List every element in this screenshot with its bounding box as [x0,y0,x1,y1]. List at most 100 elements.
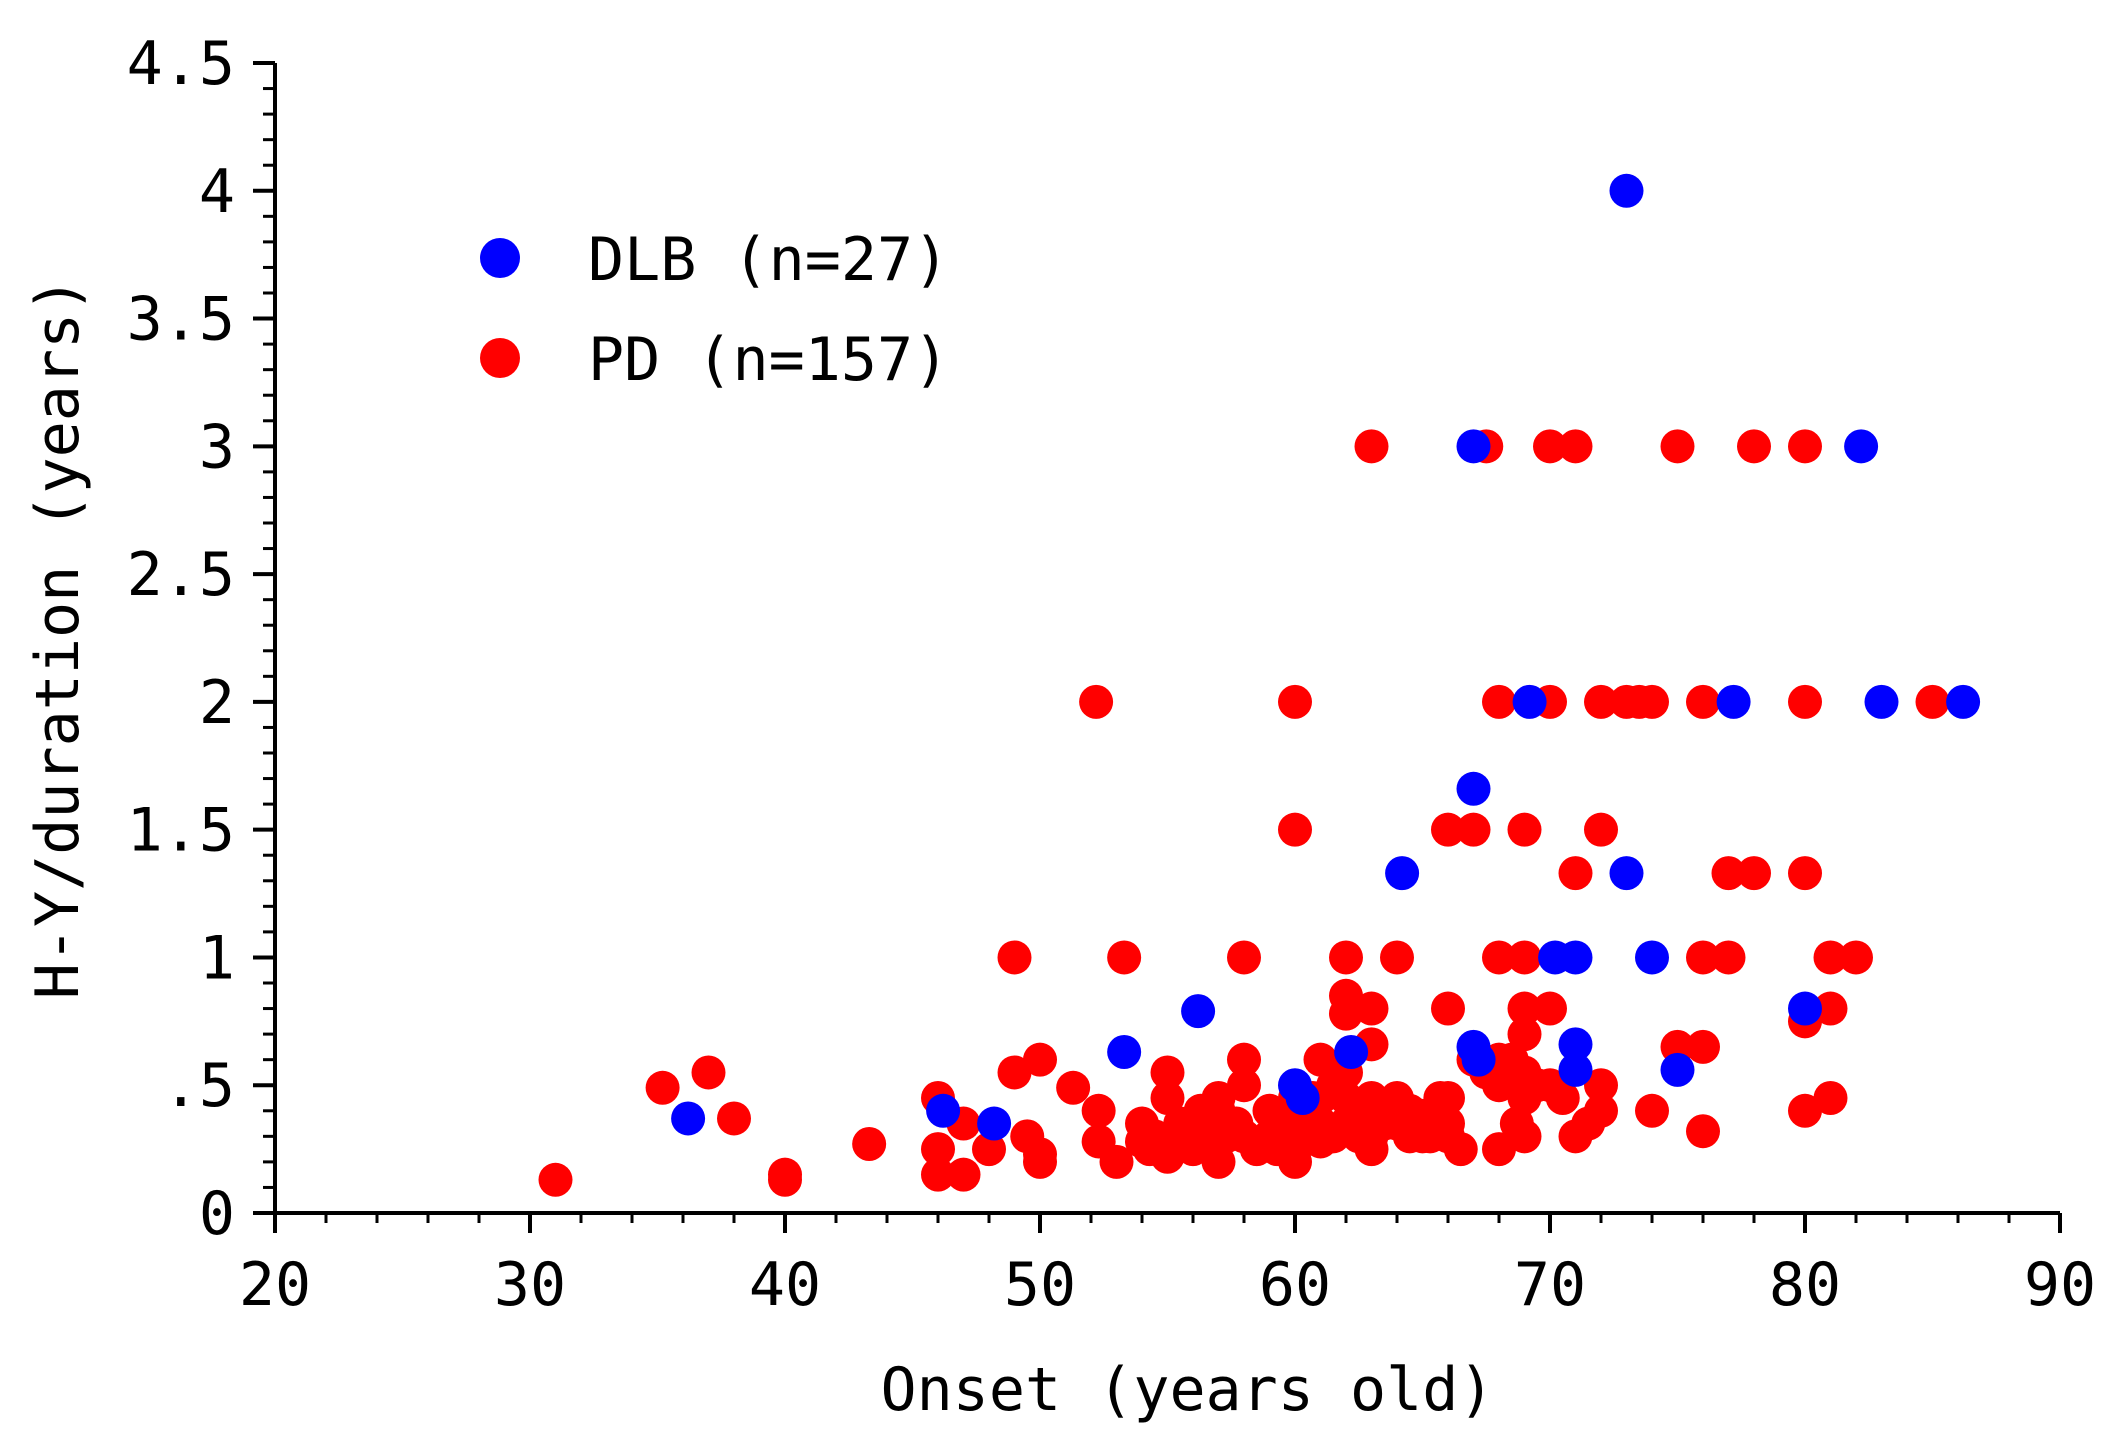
pd-point [1329,940,1363,975]
pd-point [1354,991,1389,1026]
y-tick-label: .5 [163,1051,235,1121]
pd-point [717,1101,751,1136]
x-axis-title: Onset (years old) [880,1355,1494,1425]
pd-point [1482,1132,1516,1167]
pd-point [1278,1144,1312,1179]
pd-point [1660,429,1695,464]
dlb-point [1558,940,1593,975]
pd-point [1168,1119,1203,1154]
x-tick-label: 20 [239,1250,311,1320]
dlb-point [1385,856,1420,891]
pd-point [1813,991,1848,1026]
data-points [538,173,1981,1197]
pd-point [768,1162,802,1197]
pd-point [1244,1124,1279,1159]
dlb-point [1558,1027,1593,1062]
dlb-point [1635,940,1669,975]
y-tick-label: 2.5 [127,540,235,610]
pd-point [1788,684,1822,719]
dlb-point [1558,1052,1593,1087]
pd-point [691,1055,726,1090]
pd-point [1201,1144,1236,1179]
pd-point [1558,856,1593,891]
pd-point [1584,812,1618,847]
pd-point [1354,429,1389,464]
pd-point [1278,684,1312,719]
pd-point [1788,429,1822,464]
pd-point [1788,1093,1822,1128]
y-tick-label: 2 [199,668,235,738]
pd-point [1499,1106,1534,1141]
dlb-point [1334,1035,1369,1069]
pd-point [1132,1132,1167,1167]
pd-point [852,1127,887,1161]
y-tick-label: 0 [199,1179,235,1249]
dlb-point [671,1101,706,1136]
pd-point [1423,1081,1458,1115]
y-tick-label: 1 [199,923,235,993]
pd-point [997,1055,1032,1090]
dlb-point [1609,173,1644,208]
dlb-point [1512,684,1547,719]
pd-point [1081,1093,1116,1128]
pd-point [1372,1093,1407,1128]
pd-point [1183,1093,1218,1128]
y-tick-label: 4.5 [127,29,235,99]
dlb-point [1456,771,1491,806]
pd-point [1227,1042,1261,1077]
pd-point [1711,856,1746,891]
pd-point [1635,1093,1669,1128]
pd-point [972,1132,1006,1167]
pd-point [1023,1137,1057,1172]
dlb-point [1844,429,1879,464]
pd-point [1686,1114,1720,1149]
pd-point [1329,996,1363,1031]
x-tick-label: 40 [749,1250,821,1320]
dlb-point [1660,1052,1695,1087]
pd-point [1227,1068,1261,1103]
x-tick-label: 90 [2024,1250,2096,1320]
pd-point [1482,684,1516,719]
pd-point [538,1162,573,1197]
pd-point [1303,1042,1338,1077]
legend-label: DLB (n=27) [588,225,949,295]
x-tick-label: 50 [1004,1250,1076,1320]
dlb-point [1285,1081,1320,1115]
legend-label: PD (n=157) [588,325,949,395]
pd-point [1056,1070,1091,1105]
dlb-point [1461,1042,1496,1077]
legend: DLB (n=27) PD (n=157) [480,225,949,395]
pd-point [1079,684,1114,719]
dlb-point [926,1093,961,1128]
y-tick-label: 1.5 [127,796,235,866]
pd-point [946,1157,981,1192]
dlb-point [1946,684,1981,719]
pd-point [1839,940,1873,975]
pd-point [1507,1017,1542,1052]
y-axis-title: H-Y/duration (years) [23,277,93,999]
pd-point [1413,1119,1448,1154]
pd-point [1584,684,1618,719]
pd-point [1533,429,1567,464]
pd-point [1533,991,1567,1026]
pd-point [921,1157,955,1192]
pd-point [1380,940,1414,975]
x-tick-label: 60 [1259,1250,1331,1320]
y-tick-label: 3.5 [127,285,235,355]
dlb-point [1716,684,1751,719]
pd-point [997,940,1032,975]
pd-point [1686,684,1720,719]
pd-point [1150,1081,1185,1115]
dlb-point [1107,1035,1142,1069]
axes: 20 30 40 50 60 70 80 90 0 .5 1 1.5 2 2.5 3 3.5 4 4.5 [127,29,2097,1320]
pd-point [1227,940,1261,975]
pd-point [1571,1106,1606,1141]
pd-point [1278,812,1312,847]
dlb-point [977,1106,1012,1141]
pd-point [1431,812,1465,847]
dlb-point [1456,429,1491,464]
legend-marker [480,238,520,278]
pd-point [1558,429,1593,464]
